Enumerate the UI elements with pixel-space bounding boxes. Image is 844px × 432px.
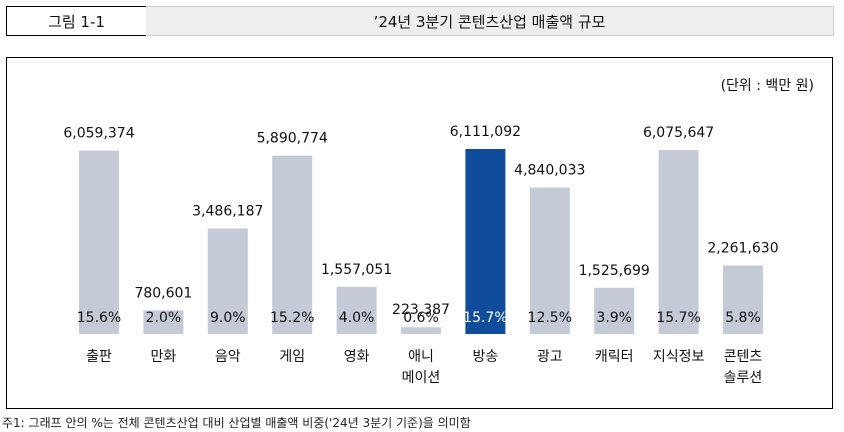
- category-label: 출판: [86, 349, 112, 365]
- bar: [723, 265, 763, 334]
- bar: [272, 155, 313, 334]
- value-label: 1,525,699: [579, 263, 650, 279]
- value-label: 6,059,374: [63, 126, 134, 142]
- bar: [336, 286, 377, 334]
- value-label: 2,261,630: [707, 241, 778, 257]
- figure-label: 그림 1-1: [6, 6, 147, 36]
- share-label: 9.0%: [210, 310, 246, 326]
- share-label: 3.9%: [596, 310, 632, 326]
- category-label: 광고: [537, 349, 563, 365]
- value-label: 6,075,647: [643, 125, 714, 141]
- share-label: 12.5%: [528, 310, 572, 326]
- value-label: 1,557,051: [321, 262, 392, 278]
- category-label: 캐릭터: [595, 349, 634, 365]
- chart-frame: [6, 57, 833, 409]
- share-label: 15.7%: [656, 310, 700, 326]
- category-label: 음악: [215, 349, 241, 365]
- bar: [207, 228, 248, 334]
- category-label: 애니: [408, 349, 434, 365]
- category-label: 메이션: [402, 370, 441, 386]
- category-label: 솔루션: [724, 370, 763, 386]
- category-label: 게임: [279, 349, 305, 365]
- share-label: 2.0%: [146, 310, 182, 326]
- category-label: 만화: [151, 349, 177, 365]
- category-label: 영화: [344, 349, 370, 365]
- value-label: 3,486,187: [192, 203, 263, 219]
- bar: [529, 187, 570, 334]
- value-label: 223,387: [392, 302, 450, 318]
- share-label: 15.7%: [463, 310, 507, 326]
- category-label: 콘텐츠: [724, 349, 763, 365]
- bar: [143, 310, 184, 334]
- chart-title: ’24년 3분기 콘텐츠산업 매출액 규모: [146, 6, 834, 36]
- footnote: 주1: 그래프 안의 %는 전체 콘텐츠산업 대비 산업별 매출액 비중('24…: [2, 416, 471, 430]
- share-label: 4.0%: [339, 310, 375, 326]
- share-label: 15.2%: [270, 310, 314, 326]
- bar: [658, 150, 699, 334]
- share-label: 15.6%: [77, 310, 121, 326]
- value-label: 5,890,774: [257, 131, 328, 147]
- share-label: 5.8%: [725, 310, 761, 326]
- category-label: 지식정보: [653, 349, 705, 365]
- bar: [401, 327, 441, 334]
- value-label: 6,111,092: [450, 124, 521, 140]
- bar: [465, 149, 506, 334]
- category-label: 방송: [473, 349, 499, 365]
- value-label: 4,840,033: [514, 162, 585, 178]
- share-label: 0.6%: [403, 310, 439, 326]
- bar: [594, 287, 635, 334]
- unit-label: (단위 : 백만 원): [720, 78, 814, 94]
- value-label: 780,601: [134, 285, 192, 301]
- bar: [79, 150, 119, 334]
